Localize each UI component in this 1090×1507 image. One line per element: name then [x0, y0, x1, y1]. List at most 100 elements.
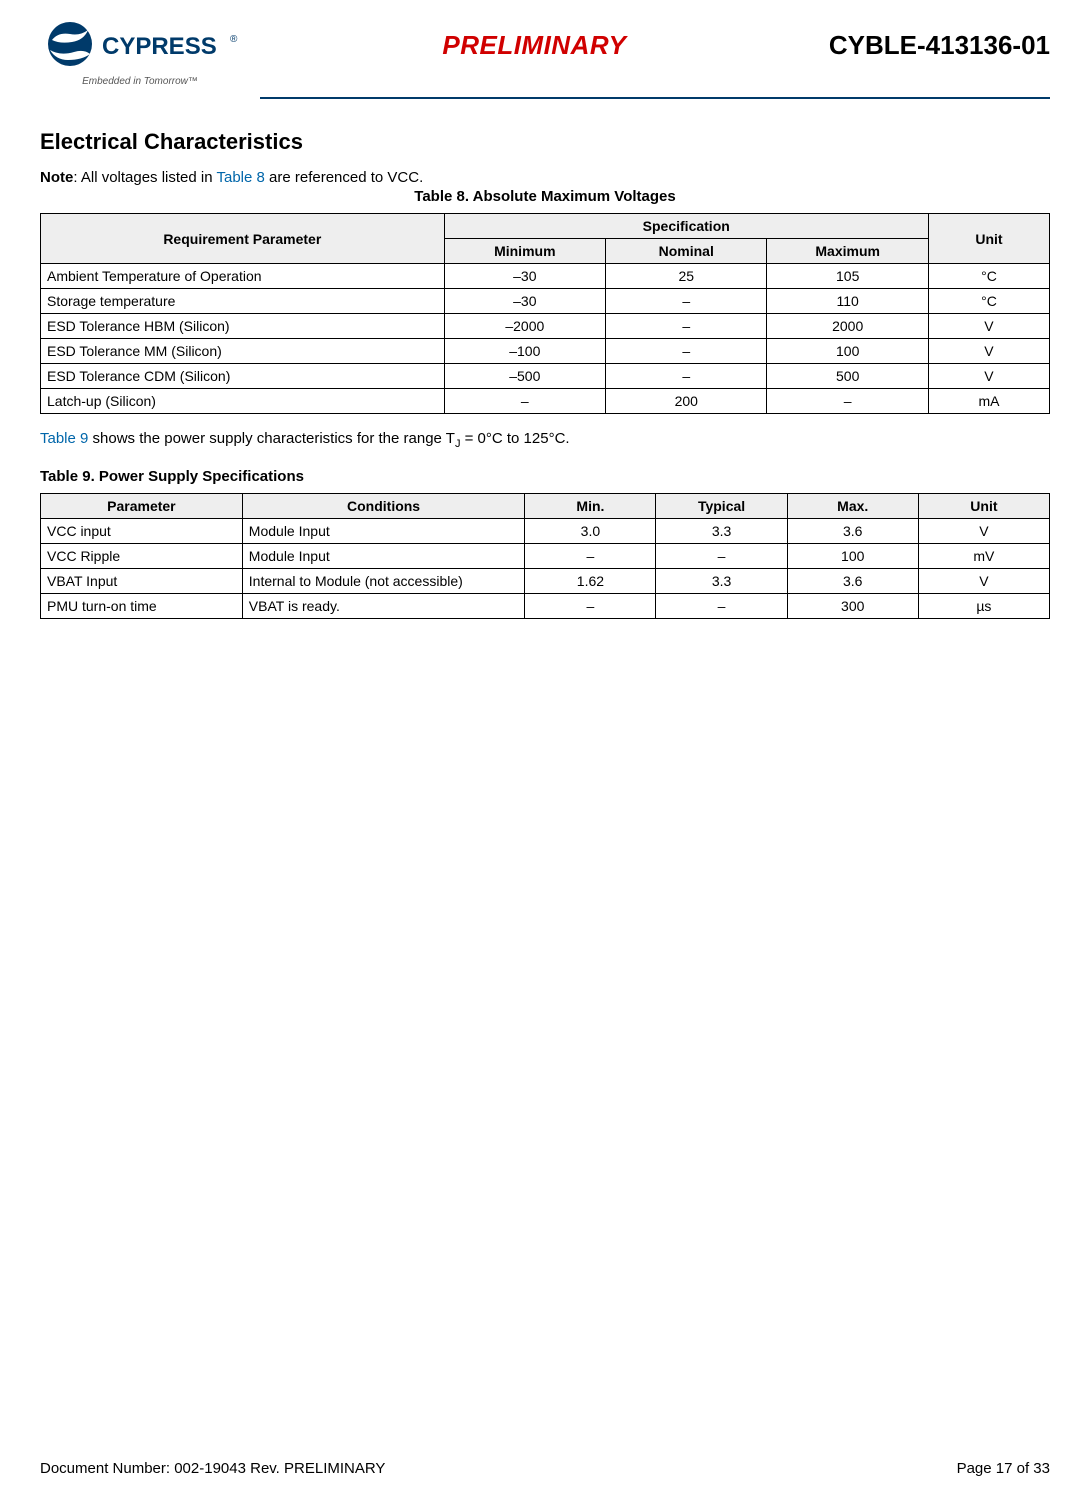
t8-min: –30	[444, 264, 605, 289]
t9-cond: VBAT is ready.	[242, 594, 525, 619]
note-bold: Note	[40, 169, 73, 186]
table9-link[interactable]: Table 9	[40, 430, 88, 447]
t8-unit: mA	[928, 389, 1049, 414]
t8-nom: –	[606, 289, 767, 314]
table-row: VCC RippleModule Input––100mV	[41, 544, 1050, 569]
t8-head-nom: Nominal	[606, 239, 767, 264]
t9-param: PMU turn-on time	[41, 594, 243, 619]
t9-head-typ: Typical	[656, 494, 787, 519]
doc-number: Document Number: 002-19043 Rev. PRELIMIN…	[40, 1460, 385, 1477]
logo-tagline: Embedded in Tomorrow™	[82, 76, 198, 87]
section-heading: Electrical Characteristics	[40, 129, 1050, 155]
t8-head-param: Requirement Parameter	[41, 214, 445, 264]
t9-max: 3.6	[787, 519, 918, 544]
page-number: Page 17 of 33	[957, 1460, 1050, 1477]
header-rule	[260, 97, 1050, 99]
t8-min: –2000	[444, 314, 605, 339]
t9-unit: V	[918, 569, 1049, 594]
t8-unit: °C	[928, 264, 1049, 289]
table-row: Storage temperature–30–110°C	[41, 289, 1050, 314]
t8-param: Ambient Temperature of Operation	[41, 264, 445, 289]
t9-cond: Module Input	[242, 519, 525, 544]
t8-max: 2000	[767, 314, 928, 339]
svg-text:CYPRESS: CYPRESS	[102, 33, 217, 60]
t8-min: –100	[444, 339, 605, 364]
t8-unit: °C	[928, 289, 1049, 314]
table-row: Ambient Temperature of Operation–3025105…	[41, 264, 1050, 289]
table9: Parameter Conditions Min. Typical Max. U…	[40, 493, 1050, 619]
t8-param: ESD Tolerance CDM (Silicon)	[41, 364, 445, 389]
t9-typ: –	[656, 544, 787, 569]
t9-min: –	[525, 594, 656, 619]
t9-max: 100	[787, 544, 918, 569]
page-footer: Document Number: 002-19043 Rev. PRELIMIN…	[40, 1460, 1050, 1477]
t8-max: 110	[767, 289, 928, 314]
t8-nom: 25	[606, 264, 767, 289]
t9-unit: mV	[918, 544, 1049, 569]
t8-head-spec: Specification	[444, 214, 928, 239]
table-row: Latch-up (Silicon)–200–mA	[41, 389, 1050, 414]
table9-caption: Table 9. Power Supply Specifications	[40, 468, 1050, 485]
t9-head-param: Parameter	[41, 494, 243, 519]
logo-block: CYPRESS ® Embedded in Tomorrow™	[40, 20, 240, 87]
t8-nom: –	[606, 339, 767, 364]
t8-nom: –	[606, 364, 767, 389]
table8: Requirement Parameter Specification Unit…	[40, 213, 1050, 414]
table-row: ESD Tolerance CDM (Silicon)–500–500V	[41, 364, 1050, 389]
t9-head-min: Min.	[525, 494, 656, 519]
t9-unit: µs	[918, 594, 1049, 619]
table-row: VBAT InputInternal to Module (not access…	[41, 569, 1050, 594]
preliminary-label: PRELIMINARY	[442, 30, 626, 60]
mid-text-2: = 0°C to 125°C.	[460, 430, 569, 447]
table-row: ESD Tolerance MM (Silicon)–100–100V	[41, 339, 1050, 364]
mid-text-1: shows the power supply characteristics f…	[88, 430, 455, 447]
t8-unit: V	[928, 364, 1049, 389]
t9-param: VCC Ripple	[41, 544, 243, 569]
part-number: CYBLE-413136-01	[829, 20, 1050, 61]
t8-param: ESD Tolerance HBM (Silicon)	[41, 314, 445, 339]
note-line: Note: All voltages listed in Table 8 are…	[40, 169, 1050, 186]
t9-typ: –	[656, 594, 787, 619]
t8-max: 100	[767, 339, 928, 364]
table-row: PMU turn-on timeVBAT is ready.––300µs	[41, 594, 1050, 619]
t9-cond: Module Input	[242, 544, 525, 569]
table-row: VCC inputModule Input3.03.33.6V	[41, 519, 1050, 544]
t9-max: 3.6	[787, 569, 918, 594]
t8-min: –	[444, 389, 605, 414]
t9-typ: 3.3	[656, 519, 787, 544]
page-header: CYPRESS ® Embedded in Tomorrow™ PRELIMIN…	[40, 20, 1050, 87]
t9-typ: 3.3	[656, 569, 787, 594]
t8-unit: V	[928, 314, 1049, 339]
mid-paragraph: Table 9 shows the power supply character…	[40, 430, 1050, 450]
t9-head-max: Max.	[787, 494, 918, 519]
t8-param: Storage temperature	[41, 289, 445, 314]
t9-head-unit: Unit	[918, 494, 1049, 519]
t9-min: –	[525, 544, 656, 569]
table8-caption: Table 8. Absolute Maximum Voltages	[40, 188, 1050, 205]
t8-max: –	[767, 389, 928, 414]
t9-min: 3.0	[525, 519, 656, 544]
t9-param: VCC input	[41, 519, 243, 544]
svg-text:®: ®	[230, 34, 238, 45]
t8-nom: –	[606, 314, 767, 339]
note-text-2: are referenced to VCC.	[265, 169, 423, 186]
t9-min: 1.62	[525, 569, 656, 594]
t8-unit: V	[928, 339, 1049, 364]
t9-cond: Internal to Module (not accessible)	[242, 569, 525, 594]
t8-nom: 200	[606, 389, 767, 414]
t8-param: Latch-up (Silicon)	[41, 389, 445, 414]
t9-max: 300	[787, 594, 918, 619]
t9-unit: V	[918, 519, 1049, 544]
t8-min: –500	[444, 364, 605, 389]
t9-head-cond: Conditions	[242, 494, 525, 519]
t9-param: VBAT Input	[41, 569, 243, 594]
t8-head-max: Maximum	[767, 239, 928, 264]
note-text-1: : All voltages listed in	[73, 169, 216, 186]
t8-min: –30	[444, 289, 605, 314]
header-center: PRELIMINARY	[240, 20, 829, 61]
t8-head-min: Minimum	[444, 239, 605, 264]
cypress-logo-icon: CYPRESS ®	[40, 20, 240, 80]
table8-link[interactable]: Table 8	[216, 169, 264, 186]
page: CYPRESS ® Embedded in Tomorrow™ PRELIMIN…	[0, 0, 1090, 1507]
t8-param: ESD Tolerance MM (Silicon)	[41, 339, 445, 364]
